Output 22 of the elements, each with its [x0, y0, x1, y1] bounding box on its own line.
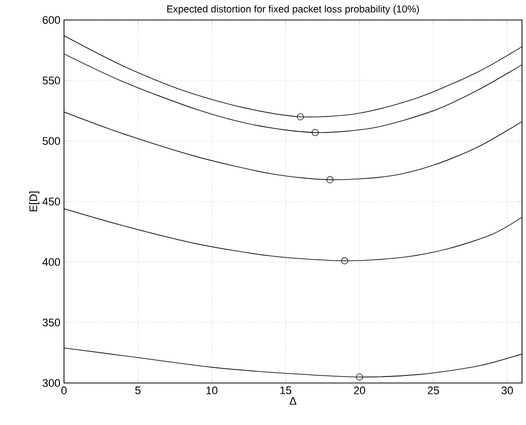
y-tick-label: 450	[42, 198, 60, 206]
point	[296, 113, 304, 120]
point	[326, 176, 334, 184]
x-tick-label: 15	[280, 386, 292, 394]
x-tick-label: 25	[428, 386, 439, 394]
y-tick-label: 400	[42, 258, 60, 266]
y-tick-label: 300	[42, 379, 60, 387]
x-tick-label: 10	[206, 386, 218, 394]
point	[312, 129, 319, 136]
y-tick-label: 550	[42, 76, 60, 84]
point	[341, 257, 348, 264]
x-tick-label: 30	[502, 386, 513, 394]
y-tick-label: 350	[42, 318, 60, 326]
y-axis-title: E[D]	[29, 192, 40, 212]
y-tick-label: 600	[42, 16, 60, 24]
x-axis-title: Δ	[290, 397, 296, 405]
x-tick-label: 5	[135, 386, 140, 394]
point	[356, 373, 363, 380]
x-tick-label: 20	[354, 386, 366, 394]
x-tick-label: 0	[61, 386, 67, 394]
y-tick-label: 500	[42, 137, 60, 145]
chart-title: Expected distortion for fixed packet loss probability (10%)	[167, 5, 419, 14]
